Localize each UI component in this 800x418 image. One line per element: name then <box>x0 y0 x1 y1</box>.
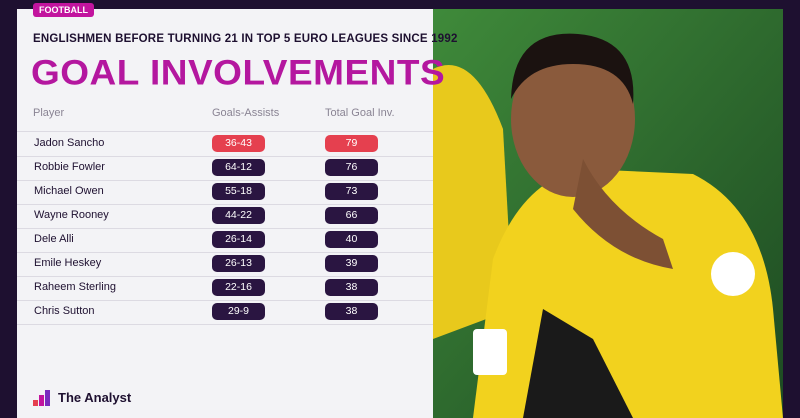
title: GOAL INVOLVEMENTS <box>31 53 446 92</box>
player-name: Chris Sutton <box>34 305 95 317</box>
player-name: Raheem Sterling <box>34 281 116 293</box>
goals-assists: 44-22 <box>212 207 265 224</box>
goals-assists: 26-13 <box>212 255 265 272</box>
photo-illustration <box>433 9 783 418</box>
total-goal-involvements: 39 <box>325 255 378 272</box>
header-rule <box>17 131 433 132</box>
total-goal-involvements: 79 <box>325 135 378 152</box>
player-name: Michael Owen <box>34 185 104 197</box>
brand-logo <box>33 390 50 406</box>
goals-assists: 64-12 <box>212 159 265 176</box>
total-goal-involvements: 38 <box>325 303 378 320</box>
table-row: Chris Sutton 29-9 38 <box>17 300 433 325</box>
player-name: Wayne Rooney <box>34 209 109 221</box>
goals-assists: 22-16 <box>212 279 265 296</box>
table-row: Wayne Rooney 44-22 66 <box>17 204 433 229</box>
table-row: Michael Owen 55-18 73 <box>17 180 433 205</box>
table-row: Dele Alli 26-14 40 <box>17 228 433 253</box>
table-row: Jadon Sancho 36-43 79 <box>17 132 433 157</box>
total-goal-involvements: 73 <box>325 183 378 200</box>
player-name: Dele Alli <box>34 233 74 245</box>
table-row: Raheem Sterling 22-16 38 <box>17 276 433 301</box>
subtitle: ENGLISHMEN BEFORE TURNING 21 IN TOP 5 EU… <box>33 33 458 45</box>
category-tag: FOOTBALL <box>33 3 94 17</box>
player-name: Robbie Fowler <box>34 161 105 173</box>
total-goal-involvements: 38 <box>325 279 378 296</box>
column-header: Total Goal Inv. <box>325 107 395 119</box>
total-goal-involvements: 40 <box>325 231 378 248</box>
player-name: Jadon Sancho <box>34 137 105 149</box>
goals-assists: 29-9 <box>212 303 265 320</box>
table-row: Emile Heskey 26-13 39 <box>17 252 433 277</box>
goals-assists: 55-18 <box>212 183 265 200</box>
table-row: Robbie Fowler 64-12 76 <box>17 156 433 181</box>
column-header: Goals-Assists <box>212 107 280 119</box>
player-name: Emile Heskey <box>34 257 102 269</box>
total-goal-involvements: 76 <box>325 159 378 176</box>
player-photo <box>433 9 783 418</box>
goals-assists: 36-43 <box>212 135 265 152</box>
total-goal-involvements: 66 <box>325 207 378 224</box>
goals-assists: 26-14 <box>212 231 265 248</box>
column-header: Player <box>33 107 65 119</box>
brand-name: The Analyst <box>58 390 132 405</box>
